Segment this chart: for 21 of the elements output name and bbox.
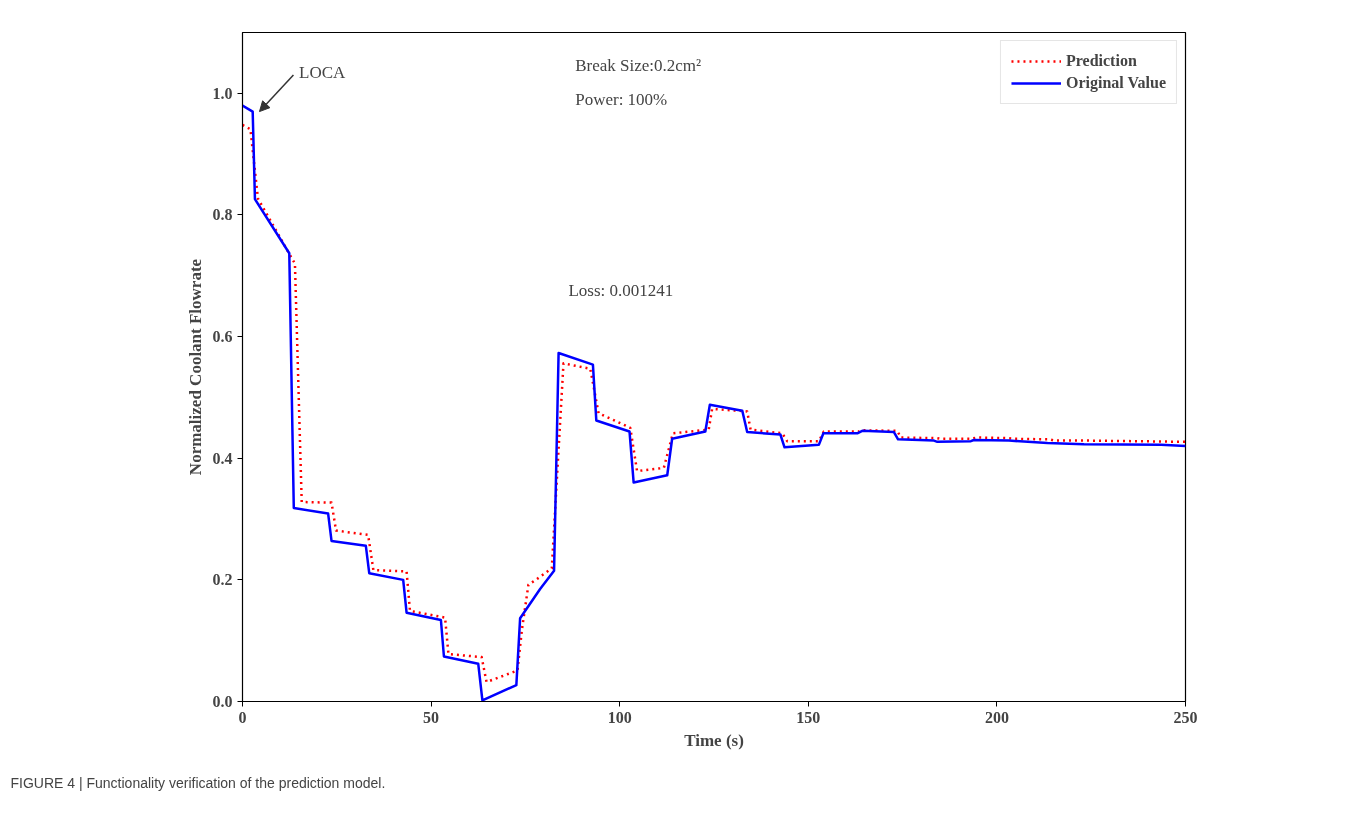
- x-tick-label: 200: [984, 708, 1009, 726]
- y-tick-label: 1.0: [212, 84, 233, 102]
- y-tick-label: 0.2: [212, 571, 233, 589]
- x-tick-label: 0: [238, 708, 247, 726]
- x-tick-label: 100: [607, 708, 632, 726]
- annotation: Loss: 0.001241: [568, 281, 674, 301]
- annotation: LOCA: [299, 62, 347, 82]
- x-tick-label: 150: [796, 708, 821, 726]
- y-axis-title: Normalized Coolant Flowrate: [185, 258, 205, 476]
- legend-label: Prediction: [1065, 52, 1137, 70]
- x-axis-title: Time (s): [684, 730, 744, 750]
- caption: FIGURE 4 | Functionality verification of the prediction model.: [10, 774, 386, 791]
- y-tick-label: 0.6: [212, 328, 233, 346]
- legend-label: Original Value: [1065, 74, 1166, 92]
- y-tick-label: 0.4: [212, 449, 233, 467]
- y-tick-label: 0.0: [212, 693, 233, 710]
- x-tick-label: 250: [1173, 708, 1198, 726]
- annotation: Power: 100%: [575, 89, 668, 109]
- y-tick-label: 0.8: [212, 206, 233, 224]
- annotation: Break Size:0.2cm²: [575, 55, 702, 75]
- x-tick-label: 50: [423, 708, 440, 726]
